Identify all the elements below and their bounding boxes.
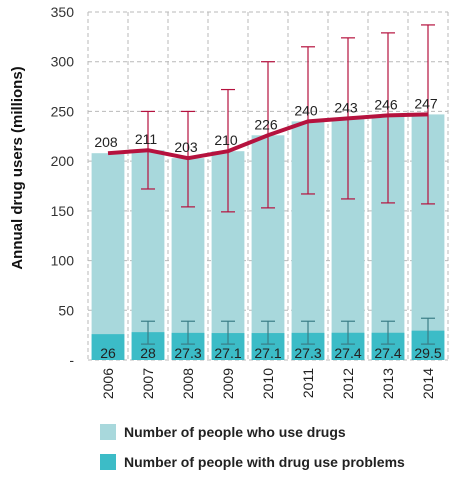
data-label-problem: 29.5 bbox=[414, 345, 441, 361]
x-axis-ticks: 2006 2007 2008 2009 2010 2011 2012 2013 2014 bbox=[100, 368, 436, 399]
chart: 208 211 203 210 226 240 243 246 247 26 28 27.3 27.1 2… bbox=[9, 4, 449, 399]
x-tick-label: 2012 bbox=[340, 368, 356, 399]
x-tick-label: 2007 bbox=[140, 368, 156, 399]
y-tick-label: 300 bbox=[51, 54, 75, 70]
y-tick-label: 350 bbox=[51, 4, 75, 20]
data-label-problem: 27.1 bbox=[214, 345, 241, 361]
total-users-line bbox=[107, 112, 429, 161]
legend-label-problem: Number of people with drug use problems bbox=[124, 454, 405, 470]
data-label-total: 211 bbox=[135, 131, 158, 147]
y-axis-label: Annual drug users (millions) bbox=[9, 66, 26, 269]
data-label-problem: 27.3 bbox=[174, 345, 201, 361]
y-tick-label: 200 bbox=[51, 153, 75, 169]
y-tick-label: 50 bbox=[58, 302, 74, 318]
x-tick-label: 2006 bbox=[100, 368, 116, 399]
data-label-problem: 27.4 bbox=[374, 345, 401, 361]
y-tick-label: 100 bbox=[51, 253, 75, 269]
data-label-problem: 27.1 bbox=[254, 345, 281, 361]
x-tick-label: 2009 bbox=[220, 368, 236, 399]
x-tick-label: 2011 bbox=[300, 368, 316, 398]
y-tick-label: 250 bbox=[51, 103, 75, 119]
data-label-problem: 27.4 bbox=[334, 345, 361, 361]
bar-problem-users bbox=[91, 334, 125, 360]
legend-swatch-users bbox=[100, 424, 116, 440]
line-total-users bbox=[107, 112, 429, 161]
data-label-total: 243 bbox=[334, 99, 358, 115]
data-label-problem: 27.3 bbox=[294, 345, 321, 361]
y-axis-ticks: 350 300 250 200 150 100 50 - bbox=[51, 4, 75, 368]
x-tick-label: 2008 bbox=[180, 368, 196, 399]
data-labels: 208 211 203 210 226 240 243 246 247 26 28 27.3 27.1 2… bbox=[94, 95, 442, 361]
data-label-total: 240 bbox=[294, 102, 318, 118]
data-label-total: 203 bbox=[174, 139, 198, 155]
x-tick-label: 2013 bbox=[380, 368, 396, 399]
legend-item-problem: Number of people with drug use problems bbox=[100, 454, 405, 470]
bar-total-users bbox=[91, 153, 125, 360]
legend-swatch-problem bbox=[100, 454, 116, 470]
data-label-total: 247 bbox=[414, 95, 438, 111]
problem-users-bars bbox=[91, 330, 445, 360]
legend-label-users: Number of people who use drugs bbox=[124, 424, 346, 440]
data-label-total: 246 bbox=[374, 96, 398, 112]
data-label-total: 210 bbox=[214, 132, 238, 148]
y-tick-label: - bbox=[69, 352, 74, 368]
problem-users-error-bars bbox=[141, 317, 435, 345]
data-label-total: 226 bbox=[254, 116, 278, 132]
x-tick-label: 2014 bbox=[420, 368, 436, 399]
legend-item-users: Number of people who use drugs bbox=[100, 424, 346, 440]
x-tick-label: 2010 bbox=[260, 368, 276, 399]
data-label-problem: 26 bbox=[100, 345, 116, 361]
data-label-total: 208 bbox=[94, 134, 118, 150]
y-tick-label: 150 bbox=[51, 203, 75, 219]
data-label-problem: 28 bbox=[140, 345, 156, 361]
